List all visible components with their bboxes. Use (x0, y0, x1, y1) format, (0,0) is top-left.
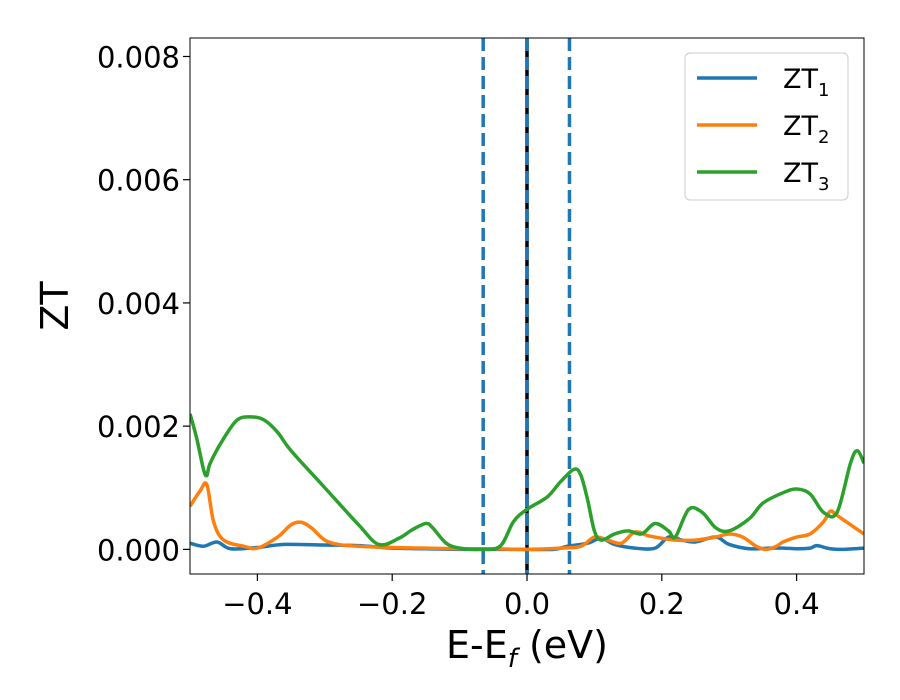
y-tick-label: 0.000 (97, 533, 180, 567)
legend-label: ZT2 (783, 111, 829, 148)
legend-label: ZT3 (783, 158, 829, 195)
x-tick-label: 0.0 (504, 587, 550, 621)
y-tick-label: 0.008 (97, 40, 180, 74)
x-tick-label: 0.4 (774, 587, 820, 621)
y-tick-label: 0.002 (97, 410, 180, 444)
y-tick-label: 0.004 (97, 287, 180, 321)
x-tick-label: −0.2 (357, 587, 427, 621)
legend-label: ZT1 (783, 64, 829, 101)
series-lines (190, 413, 864, 552)
x-axis-ticks: −0.4 −0.2 0.0 0.2 0.4 (222, 574, 820, 621)
y-axis-ticks: 0.000 0.002 0.004 0.006 0.008 (97, 40, 190, 567)
legend-box (684, 52, 849, 201)
x-axis-label: E-Ef (eV) (446, 623, 608, 674)
series-line-zt3 (190, 413, 864, 552)
x-axis-label-unit: (eV) (517, 623, 608, 667)
x-tick-label: −0.4 (222, 587, 292, 621)
legend: ZT1 ZT2 ZT3 (684, 52, 849, 201)
y-axis-label: ZT (33, 281, 77, 331)
series-line-zt2 (190, 481, 864, 552)
reference-lines (481, 38, 572, 574)
y-tick-label: 0.006 (97, 164, 180, 198)
x-tick-label: 0.2 (639, 587, 685, 621)
